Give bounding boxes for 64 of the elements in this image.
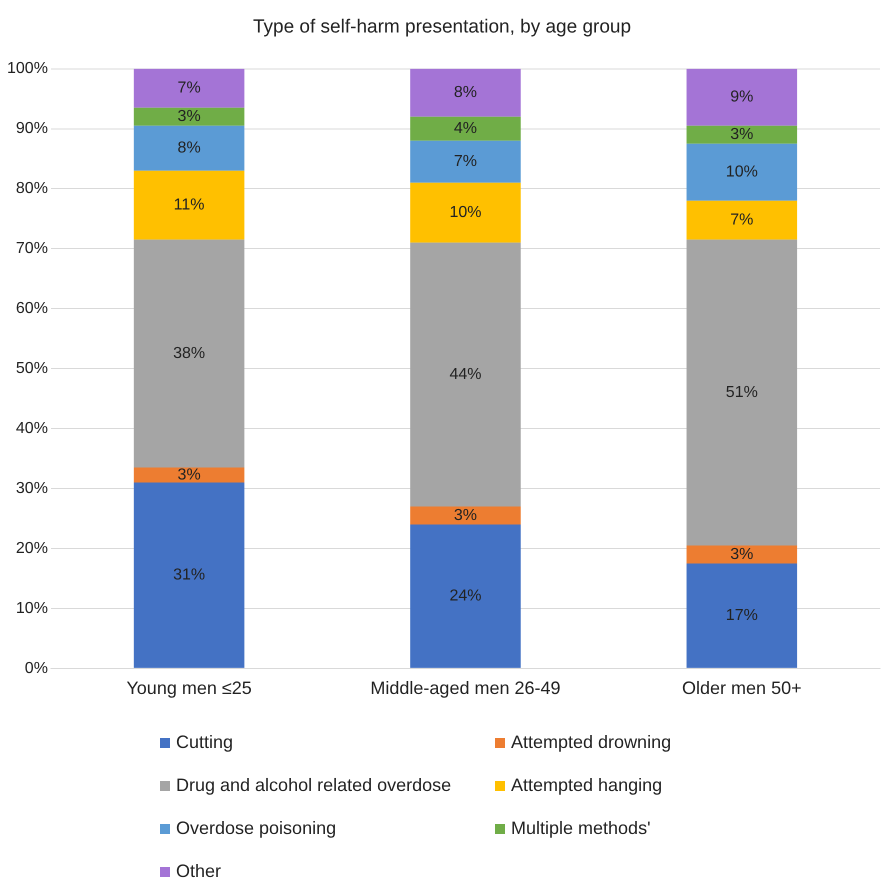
data-label: 17% bbox=[726, 607, 758, 624]
data-label: 10% bbox=[726, 164, 758, 181]
bar bbox=[686, 563, 798, 668]
bar bbox=[410, 116, 521, 141]
data-label: 4% bbox=[454, 120, 478, 138]
bar bbox=[410, 68, 521, 117]
bar bbox=[686, 545, 798, 564]
data-label: 51% bbox=[726, 384, 758, 401]
y-tick-label: 20% bbox=[16, 540, 48, 557]
data-label: 8% bbox=[454, 84, 478, 102]
data-label: 38% bbox=[173, 345, 206, 362]
data-label: 24% bbox=[449, 588, 482, 605]
data-label: 7% bbox=[178, 80, 201, 97]
y-tick-label: 70% bbox=[16, 240, 48, 258]
bar bbox=[134, 68, 244, 108]
y-tick-label: 0% bbox=[24, 660, 48, 677]
data-label: 7% bbox=[730, 212, 754, 229]
bar bbox=[134, 170, 244, 240]
legend-label: Overdose poisoning bbox=[176, 818, 336, 839]
bar bbox=[410, 140, 521, 183]
x-tick-label: Middle-aged men 26-49 bbox=[370, 678, 561, 698]
bar bbox=[410, 182, 521, 243]
y-tick-label: 50% bbox=[16, 360, 48, 378]
y-tick-label: 90% bbox=[16, 120, 48, 138]
bar bbox=[410, 242, 521, 507]
bar bbox=[410, 524, 521, 668]
bar bbox=[686, 240, 798, 546]
y-tick-label: 100% bbox=[7, 60, 48, 78]
bar bbox=[686, 144, 798, 201]
data-label: 3% bbox=[454, 506, 478, 524]
y-tick-label: 60% bbox=[16, 300, 48, 318]
bar bbox=[410, 506, 521, 524]
data-label: 3% bbox=[178, 466, 201, 484]
bar bbox=[686, 126, 798, 144]
data-label: 7% bbox=[454, 153, 478, 170]
data-label: 11% bbox=[174, 196, 205, 214]
legend-label: Drug and alcohol related overdose bbox=[176, 775, 452, 796]
legend-label: Attempted hanging bbox=[511, 775, 662, 796]
bar bbox=[134, 240, 244, 468]
x-tick-label: Young men ≤25 bbox=[126, 678, 252, 698]
legend-label: Other bbox=[176, 861, 222, 882]
y-tick-label: 10% bbox=[16, 600, 48, 617]
x-tick-label: Older men 50+ bbox=[682, 678, 802, 698]
data-label: 3% bbox=[178, 108, 201, 126]
bar bbox=[686, 68, 798, 126]
bar bbox=[134, 482, 244, 668]
data-label: 3% bbox=[730, 126, 754, 144]
bar bbox=[134, 126, 244, 171]
y-tick-label: 40% bbox=[16, 420, 48, 437]
data-label: 8% bbox=[178, 140, 201, 157]
data-label: 10% bbox=[449, 204, 482, 222]
y-tick-label: 30% bbox=[16, 480, 48, 497]
data-label: 31% bbox=[173, 566, 206, 584]
y-tick-label: 80% bbox=[16, 180, 48, 198]
legend-label: Multiple methods' bbox=[511, 818, 650, 839]
legend-label: Cutting bbox=[176, 732, 234, 753]
data-label: 3% bbox=[730, 546, 754, 563]
bar bbox=[134, 468, 244, 483]
chart-title: Type of self-harm presentation, by age group bbox=[252, 16, 632, 38]
data-label: 44% bbox=[449, 366, 482, 383]
bar bbox=[686, 200, 798, 240]
data-label: 9% bbox=[730, 88, 754, 106]
legend-label: Attempted drowning bbox=[511, 732, 672, 753]
bar bbox=[134, 108, 244, 126]
